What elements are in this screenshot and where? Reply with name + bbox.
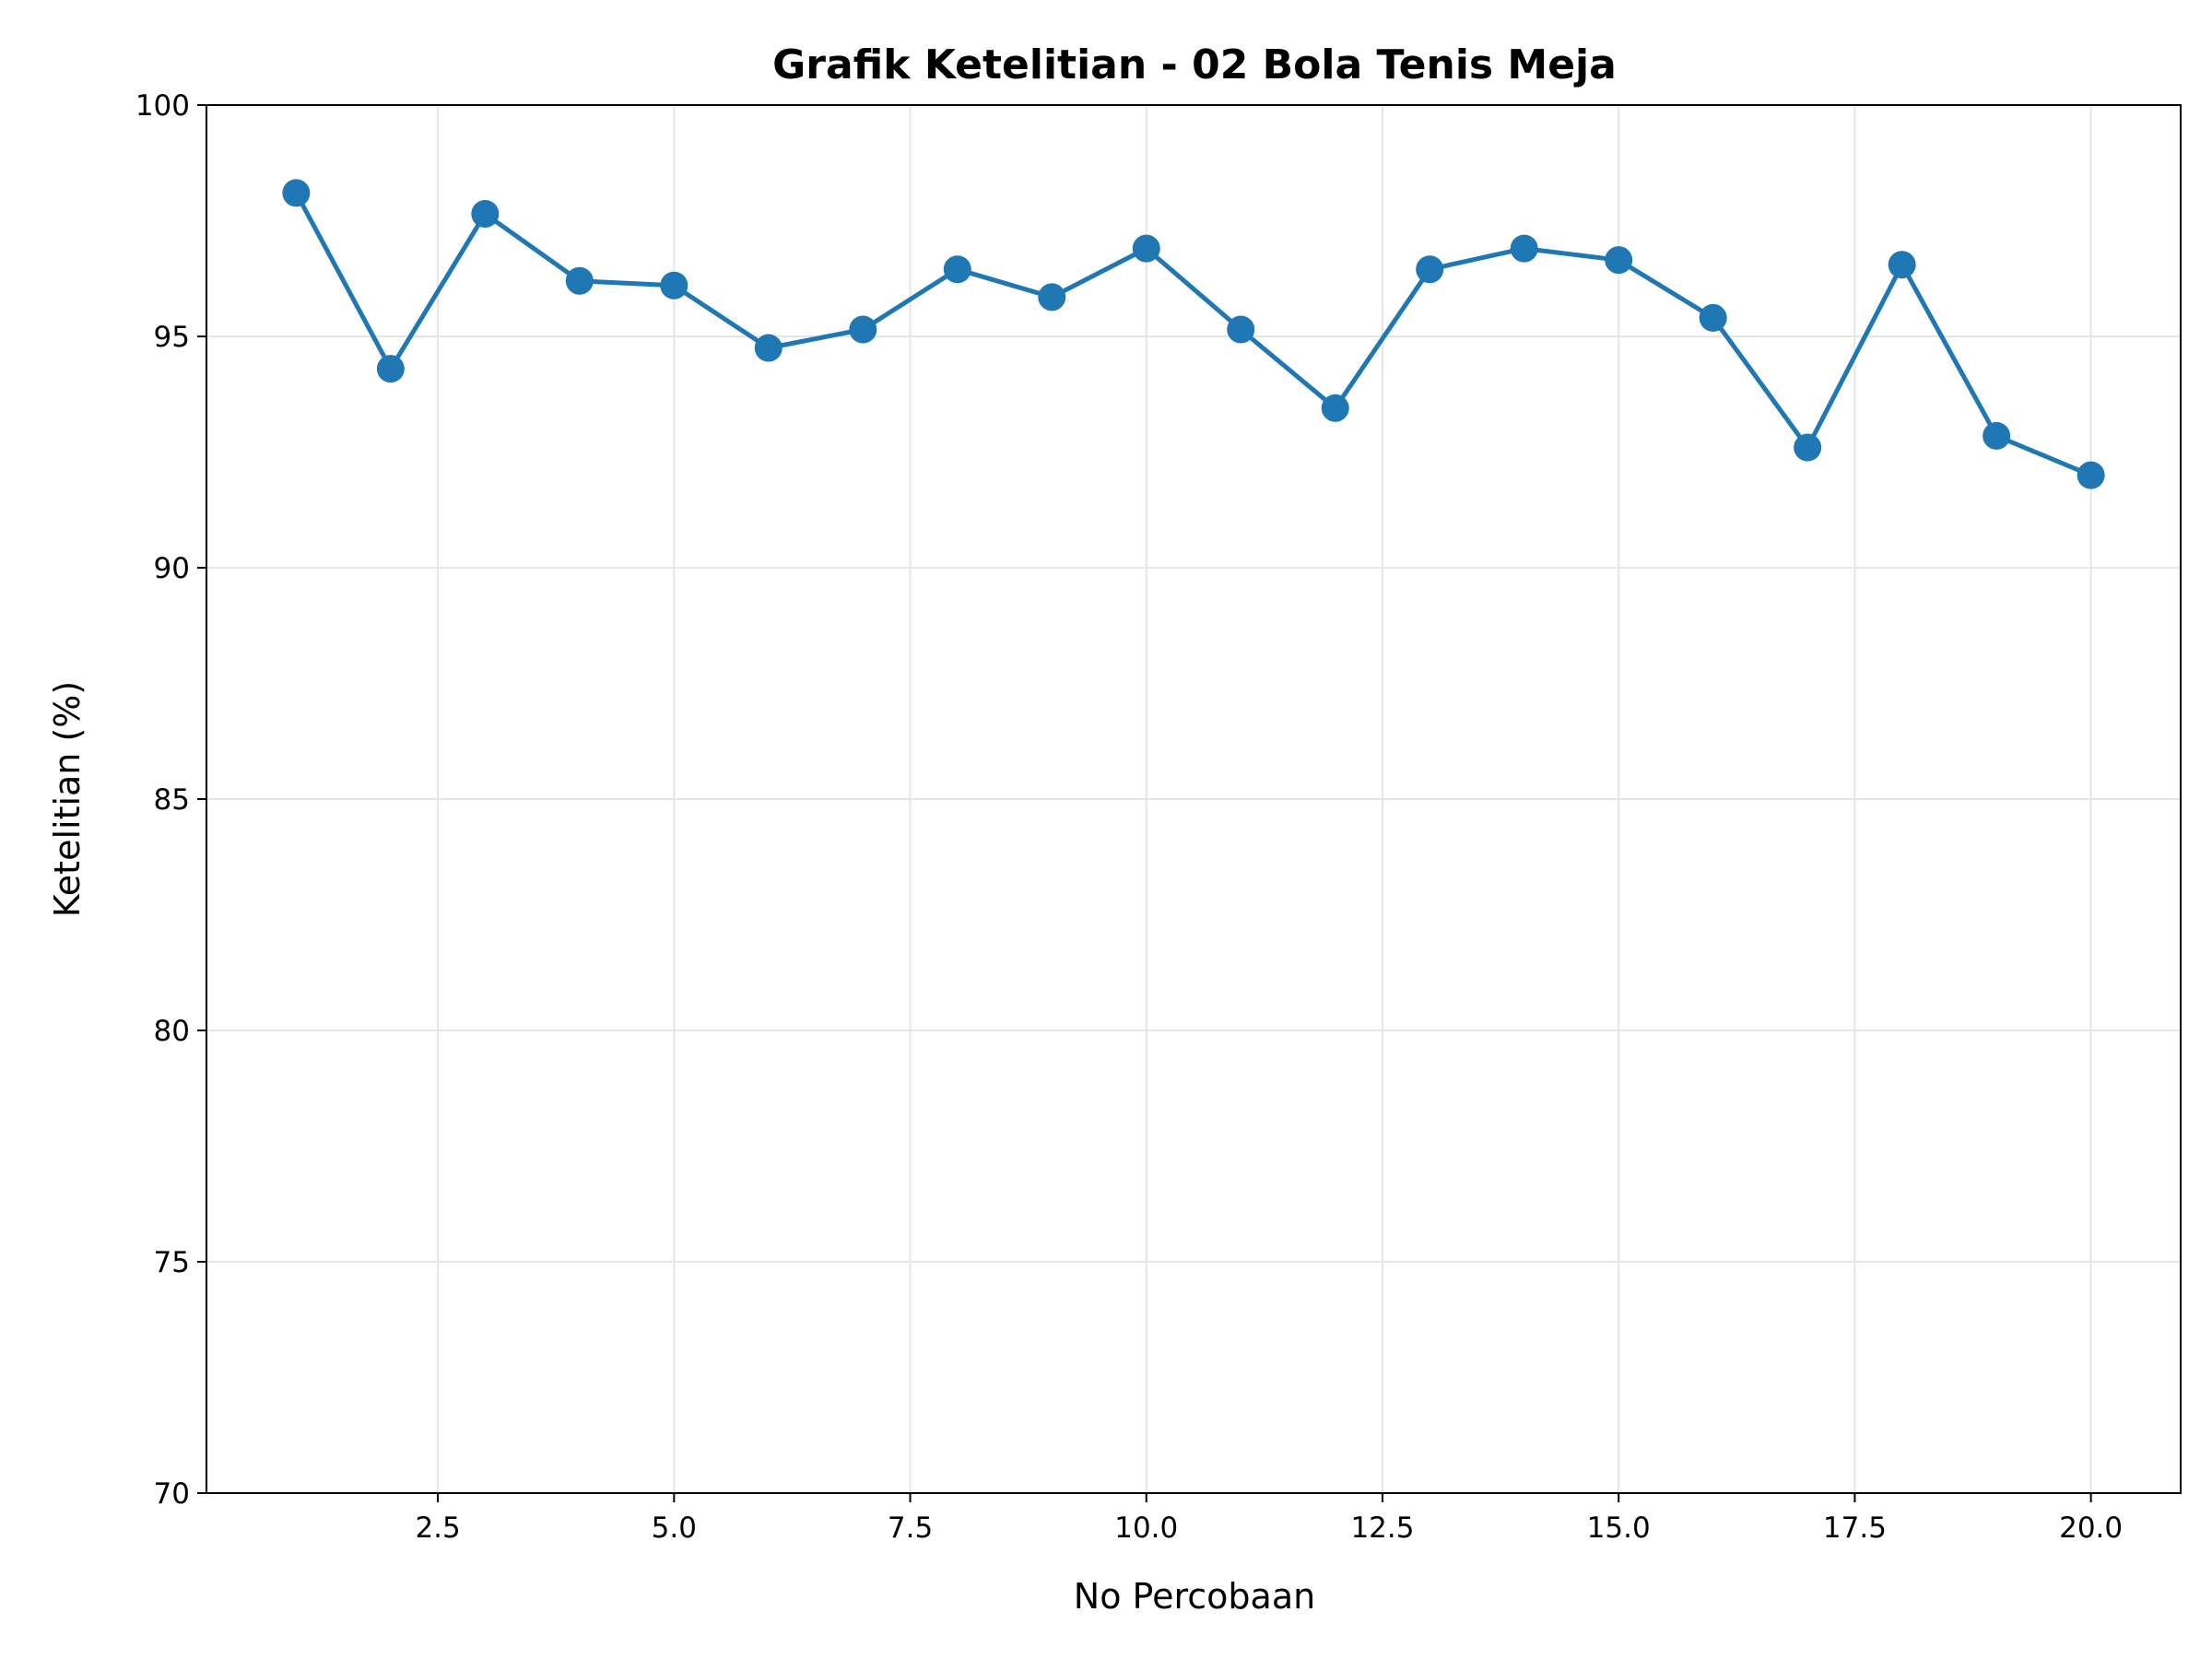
tick-layer: 2.5 5.0 7.5 10.0 12.5 15.0 17.5 20.0 70 75 80 85 90 9… bbox=[135, 89, 2123, 1545]
data-point bbox=[1699, 303, 1727, 332]
y-tick-label: 95 bbox=[154, 321, 190, 354]
grid-layer bbox=[206, 104, 2181, 1494]
data-point bbox=[471, 199, 500, 228]
y-tick-label: 75 bbox=[154, 1246, 190, 1279]
data-point bbox=[1132, 234, 1160, 263]
data-point bbox=[660, 271, 688, 300]
data-point bbox=[1038, 283, 1066, 312]
chart-title: Grafik Ketelitian - 02 Bola Tenis Meja bbox=[772, 41, 1617, 88]
data-point bbox=[1605, 246, 1633, 275]
data-point bbox=[376, 355, 405, 383]
y-tick-label: 80 bbox=[154, 1015, 190, 1048]
data-point bbox=[1888, 251, 1916, 279]
data-point bbox=[565, 266, 594, 295]
x-axis-label: No Percobaan bbox=[1074, 1576, 1315, 1617]
y-tick-label: 85 bbox=[154, 783, 190, 817]
data-point bbox=[2077, 461, 2105, 489]
y-axis-label: Ketelitian (%) bbox=[47, 681, 88, 917]
data-point bbox=[943, 255, 971, 284]
data-point bbox=[1983, 421, 2011, 450]
y-tick-label: 90 bbox=[154, 552, 190, 585]
x-tick-label: 5.0 bbox=[652, 1512, 697, 1545]
data-point bbox=[1227, 315, 1255, 344]
x-tick-label: 12.5 bbox=[1350, 1512, 1414, 1545]
x-tick-label: 17.5 bbox=[1823, 1512, 1887, 1545]
x-tick-label: 2.5 bbox=[415, 1512, 460, 1545]
data-point bbox=[282, 179, 311, 207]
y-tick-label: 70 bbox=[154, 1477, 190, 1511]
x-tick-label: 10.0 bbox=[1114, 1512, 1178, 1545]
plot-frame bbox=[206, 104, 2182, 1494]
data-point bbox=[1416, 255, 1444, 284]
series-line bbox=[294, 192, 2092, 477]
x-tick-label: 7.5 bbox=[888, 1512, 933, 1545]
y-tick-label: 100 bbox=[135, 89, 190, 123]
series-layer bbox=[282, 179, 2105, 489]
data-point bbox=[1794, 433, 1822, 462]
data-point bbox=[1321, 394, 1349, 422]
data-point bbox=[849, 315, 877, 344]
data-point bbox=[754, 334, 782, 362]
x-tick-label: 15.0 bbox=[1587, 1512, 1651, 1545]
x-tick-label: 20.0 bbox=[2059, 1512, 2123, 1545]
data-point bbox=[1510, 234, 1538, 263]
